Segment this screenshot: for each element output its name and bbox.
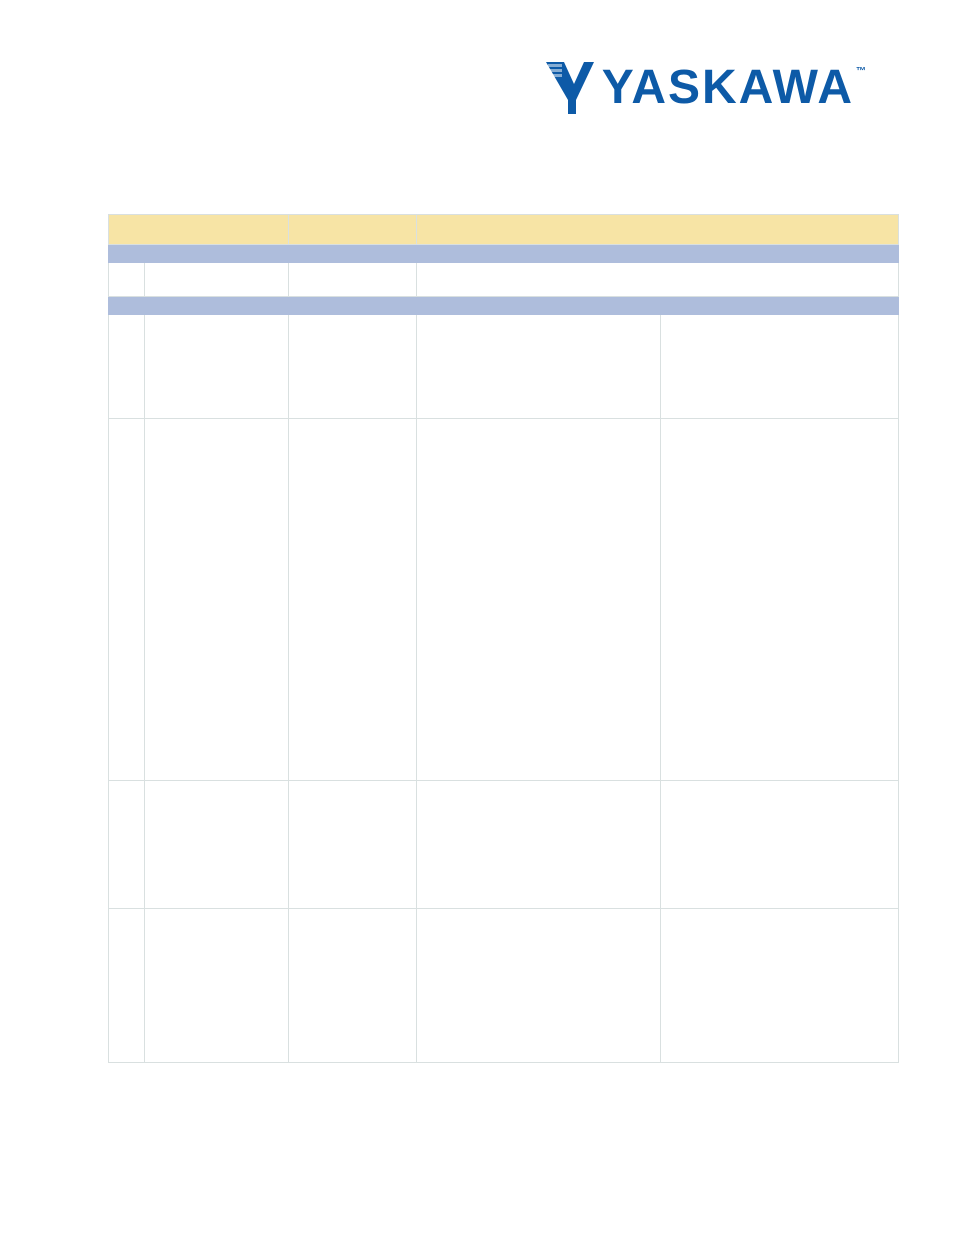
cell-2c	[289, 419, 417, 781]
cell-1c	[289, 315, 417, 419]
yaskawa-logomark-icon	[546, 62, 594, 114]
table-section-blue-1	[109, 245, 899, 263]
table-row	[109, 419, 899, 781]
table-section-blue-2	[109, 297, 899, 315]
table-row	[109, 909, 899, 1063]
brand-logo: YASKAWA ™	[546, 60, 854, 115]
cell-3d	[417, 781, 661, 909]
cell-2a	[109, 419, 145, 781]
blue-band-1-text	[109, 245, 899, 263]
table-header-yellow	[109, 215, 899, 245]
cell-3b	[145, 781, 289, 909]
cell-2b	[145, 419, 289, 781]
blue-band-2-left	[109, 297, 661, 315]
hdr-yellow-cell-3	[417, 215, 899, 245]
cell-4a	[109, 909, 145, 1063]
hdr-yellow-cell-1	[109, 215, 289, 245]
cell-4b	[145, 909, 289, 1063]
cell-3a	[109, 781, 145, 909]
cell-2d	[417, 419, 661, 781]
cell-1e	[661, 315, 899, 419]
link-row-b	[145, 263, 289, 297]
cell-1b	[145, 315, 289, 419]
cell-3c	[289, 781, 417, 909]
cell-2e	[661, 419, 899, 781]
brand-name: YASKAWA ™	[602, 60, 854, 115]
document-table-container	[108, 214, 898, 1063]
table-row-link	[109, 263, 899, 297]
link-row-c	[289, 263, 417, 297]
cell-4d	[417, 909, 661, 1063]
hdr-yellow-cell-2	[289, 215, 417, 245]
cell-4c	[289, 909, 417, 1063]
cell-3e	[661, 781, 899, 909]
cell-4e	[661, 909, 899, 1063]
table-row	[109, 315, 899, 419]
link-row-d	[417, 263, 899, 297]
table-row	[109, 781, 899, 909]
spec-table	[108, 214, 899, 1063]
trademark-symbol: ™	[856, 66, 868, 77]
blue-band-2-right	[661, 297, 899, 315]
cell-1d	[417, 315, 661, 419]
cell-1a	[109, 315, 145, 419]
link-row-a	[109, 263, 145, 297]
